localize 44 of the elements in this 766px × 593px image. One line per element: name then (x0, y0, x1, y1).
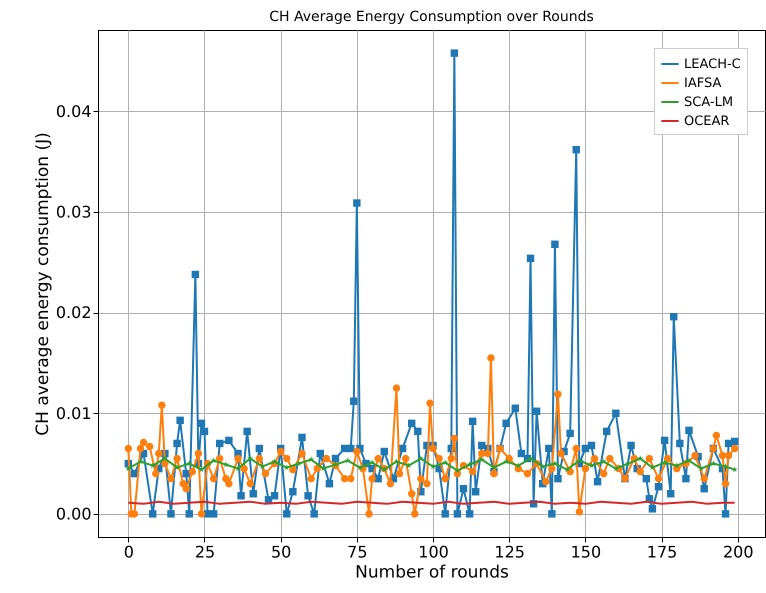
point (247, 455, 254, 462)
point (686, 457, 692, 464)
legend-label: IAFSA (684, 76, 722, 91)
legend-label: LEACH-C (684, 57, 741, 72)
y-tick-label: 0.03 (56, 202, 92, 222)
y-tick-label: 0.02 (56, 303, 92, 322)
point (210, 457, 217, 464)
x-tick-label: 75 (347, 542, 368, 562)
legend-label: OCEAR (684, 114, 730, 129)
point (369, 459, 376, 466)
point (344, 457, 351, 464)
point (138, 458, 144, 464)
point (125, 465, 132, 472)
x-tick-label: 200 (722, 542, 754, 562)
point (308, 456, 314, 462)
y-tick-label: 0.04 (56, 102, 92, 121)
x-tick-label: 50 (270, 542, 292, 562)
point (552, 460, 558, 466)
point (576, 457, 582, 464)
x-tick-label: 125 (494, 542, 525, 562)
x-tick-label: 100 (418, 542, 449, 562)
point (710, 460, 716, 466)
point (478, 456, 485, 462)
point (528, 455, 534, 462)
point (186, 460, 192, 466)
point (272, 458, 278, 464)
point (393, 458, 400, 464)
chart-title: CH Average Energy Consumption over Rounds (269, 9, 594, 25)
x-axis-title: Number of rounds (355, 562, 509, 582)
x-tick-label: 25 (194, 542, 216, 562)
y-axis-title: CH average energy consumption (J) (32, 132, 53, 436)
x-tick-label: 175 (646, 542, 678, 562)
point (503, 458, 510, 464)
point (600, 458, 607, 464)
point (418, 455, 424, 462)
x-tick-label: 150 (570, 542, 602, 562)
legend-label: SCA-LM (684, 95, 734, 110)
x-tick-label: 0 (124, 542, 134, 562)
y-tick-label: 0.00 (56, 504, 92, 524)
point (662, 459, 668, 466)
y-tick-label: 0.01 (56, 404, 92, 423)
point (162, 455, 168, 462)
point (637, 455, 644, 462)
point (442, 459, 448, 466)
